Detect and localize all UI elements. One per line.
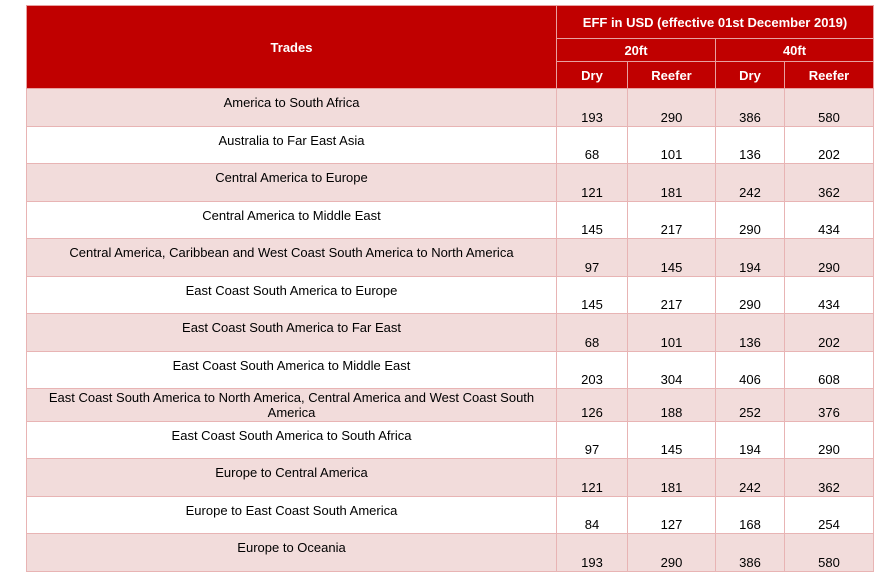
trade-cell: East Coast South America to Middle East <box>26 350 557 389</box>
reefer-20-cell: 145 <box>627 238 716 277</box>
dry-20-cell: 126 <box>556 388 628 422</box>
dry-40-header: Dry <box>715 61 785 89</box>
table-body: America to South Africa 193 290 386 580 … <box>26 88 874 572</box>
reefer-20-cell: 127 <box>627 495 716 534</box>
table-row: East Coast South America to Europe 145 2… <box>26 275 874 314</box>
eff-column-header: EFF in USD (effective 01st December 2019… <box>556 5 874 39</box>
reefer-40-cell: 254 <box>784 495 874 534</box>
reefer-40-cell: 290 <box>784 238 874 277</box>
table-row: America to South Africa 193 290 386 580 <box>26 88 874 127</box>
dry-20-cell: 203 <box>556 350 628 389</box>
dry-40-cell: 386 <box>715 88 785 127</box>
reefer-20-cell: 145 <box>627 420 716 459</box>
reefer-20-cell: 188 <box>627 388 716 422</box>
size-20ft-header: 20ft <box>556 38 716 62</box>
reefer-20-cell: 217 <box>627 275 716 314</box>
reefer-40-cell: 376 <box>784 388 874 422</box>
dry-20-cell: 97 <box>556 420 628 459</box>
table-row: Central America to Middle East 145 217 2… <box>26 200 874 239</box>
trade-cell: Central America, Caribbean and West Coas… <box>26 238 557 277</box>
reefer-20-cell: 181 <box>627 458 716 497</box>
dry-40-cell: 242 <box>715 163 785 202</box>
reefer-20-cell: 290 <box>627 88 716 127</box>
dry-40-cell: 386 <box>715 533 785 572</box>
eff-rates-table: Trades EFF in USD (effective 01st Decemb… <box>26 5 874 572</box>
reefer-40-cell: 290 <box>784 420 874 459</box>
dry-20-cell: 68 <box>556 313 628 352</box>
dry-40-cell: 290 <box>715 275 785 314</box>
table-row: Europe to East Coast South America 84 12… <box>26 495 874 534</box>
trade-cell: East Coast South America to South Africa <box>26 420 557 459</box>
dry-20-cell: 121 <box>556 163 628 202</box>
reefer-40-cell: 362 <box>784 458 874 497</box>
trade-cell: Europe to Oceania <box>26 533 557 572</box>
table-header: Trades EFF in USD (effective 01st Decemb… <box>26 5 874 89</box>
table-row: Europe to Oceania 193 290 386 580 <box>26 533 874 572</box>
trade-cell: Europe to East Coast South America <box>26 495 557 534</box>
reefer-40-cell: 434 <box>784 200 874 239</box>
reefer-40-cell: 580 <box>784 88 874 127</box>
dry-20-cell: 84 <box>556 495 628 534</box>
table-row: Australia to Far East Asia 68 101 136 20… <box>26 125 874 164</box>
trade-cell: East Coast South America to North Americ… <box>26 388 557 422</box>
dry-40-cell: 252 <box>715 388 785 422</box>
dry-40-cell: 406 <box>715 350 785 389</box>
trade-cell: East Coast South America to Europe <box>26 275 557 314</box>
table-row: East Coast South America to Far East 68 … <box>26 313 874 352</box>
trade-cell: Central America to Middle East <box>26 200 557 239</box>
reefer-40-cell: 202 <box>784 313 874 352</box>
reefer-20-cell: 101 <box>627 313 716 352</box>
table-row: Central America, Caribbean and West Coas… <box>26 238 874 277</box>
dry-40-cell: 242 <box>715 458 785 497</box>
table-row: Central America to Europe 121 181 242 36… <box>26 163 874 202</box>
reefer-20-cell: 181 <box>627 163 716 202</box>
dry-40-cell: 194 <box>715 238 785 277</box>
reefer-20-cell: 217 <box>627 200 716 239</box>
dry-20-cell: 97 <box>556 238 628 277</box>
dry-20-cell: 193 <box>556 88 628 127</box>
dry-40-cell: 168 <box>715 495 785 534</box>
reefer-40-cell: 434 <box>784 275 874 314</box>
dry-40-cell: 136 <box>715 313 785 352</box>
reefer-40-cell: 580 <box>784 533 874 572</box>
trade-cell: Europe to Central America <box>26 458 557 497</box>
trade-cell: America to South Africa <box>26 88 557 127</box>
trade-cell: Central America to Europe <box>26 163 557 202</box>
reefer-40-cell: 362 <box>784 163 874 202</box>
dry-40-cell: 194 <box>715 420 785 459</box>
reefer-40-cell: 608 <box>784 350 874 389</box>
trades-column-header: Trades <box>26 5 557 89</box>
trade-cell: East Coast South America to Far East <box>26 313 557 352</box>
reefer-20-cell: 304 <box>627 350 716 389</box>
reefer-20-cell: 290 <box>627 533 716 572</box>
dry-20-cell: 145 <box>556 200 628 239</box>
dry-20-cell: 145 <box>556 275 628 314</box>
table-row: East Coast South America to South Africa… <box>26 420 874 459</box>
table-row: Europe to Central America 121 181 242 36… <box>26 458 874 497</box>
reefer-20-cell: 101 <box>627 125 716 164</box>
size-40ft-header: 40ft <box>715 38 874 62</box>
dry-20-cell: 193 <box>556 533 628 572</box>
table-row: East Coast South America to North Americ… <box>26 388 874 422</box>
reefer-40-cell: 202 <box>784 125 874 164</box>
dry-40-cell: 290 <box>715 200 785 239</box>
dry-40-cell: 136 <box>715 125 785 164</box>
dry-20-header: Dry <box>556 61 628 89</box>
reefer-40-header: Reefer <box>784 61 874 89</box>
dry-20-cell: 68 <box>556 125 628 164</box>
dry-20-cell: 121 <box>556 458 628 497</box>
table-row: East Coast South America to Middle East … <box>26 350 874 389</box>
reefer-20-header: Reefer <box>627 61 716 89</box>
trade-cell: Australia to Far East Asia <box>26 125 557 164</box>
